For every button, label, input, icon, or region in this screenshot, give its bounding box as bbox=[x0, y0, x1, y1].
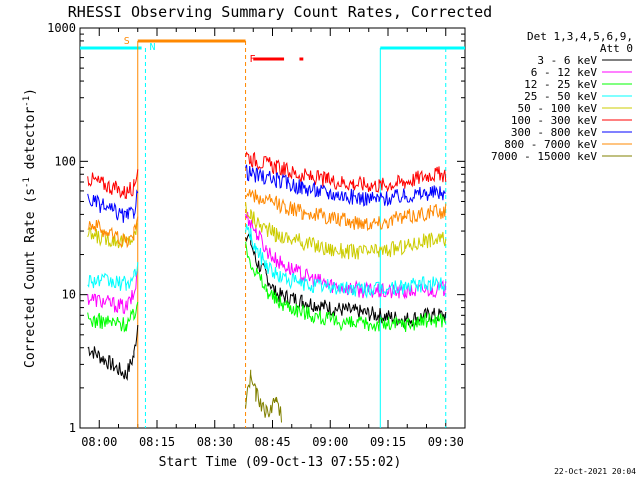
series-line bbox=[87, 189, 447, 249]
legend-header-line-2: Att 0 bbox=[600, 42, 633, 55]
series-line bbox=[87, 151, 447, 200]
x-axis: 08:00 08:15 08:30 08:45 09:00 09:15 09:30 bbox=[79, 28, 466, 449]
legend-label: 3 - 6 keV bbox=[537, 54, 597, 67]
x-tick-label: 09:15 bbox=[370, 435, 406, 449]
series-line bbox=[87, 241, 447, 333]
annotations: S N F bbox=[80, 36, 465, 428]
series-group bbox=[87, 151, 447, 423]
legend-label: 300 - 800 keV bbox=[511, 126, 597, 139]
x-axis-label: Start Time (09-Oct-13 07:55:02) bbox=[159, 455, 402, 470]
legend-label: 800 - 7000 keV bbox=[504, 138, 597, 151]
legend-label: 6 - 12 keV bbox=[531, 66, 598, 79]
flare-label: F bbox=[250, 54, 256, 65]
x-tick-label: 09:30 bbox=[428, 435, 464, 449]
series-line bbox=[245, 369, 282, 423]
y-tick-label: 100 bbox=[54, 154, 76, 168]
footer-date: 22-Oct-2021 20:04 bbox=[554, 467, 636, 476]
y-tick-label: 10 bbox=[62, 288, 76, 302]
x-tick-label: 08:45 bbox=[254, 435, 290, 449]
legend-header-line-1: Det 1,3,4,5,6,9, bbox=[527, 30, 633, 43]
series-line bbox=[87, 233, 447, 382]
y-tick-label: 1 bbox=[69, 421, 76, 435]
chart-title: RHESSI Observing Summary Count Rates, Co… bbox=[68, 3, 492, 21]
series-line bbox=[87, 202, 447, 260]
y-axis-label: Corrected Count Rate (s-1 detector-1) bbox=[22, 88, 38, 368]
y-tick-label: 1000 bbox=[47, 21, 76, 35]
y-axis: 1 10 100 1000 bbox=[47, 21, 465, 435]
legend-label: 100 - 300 keV bbox=[511, 114, 597, 127]
x-tick-label: 08:15 bbox=[139, 435, 175, 449]
x-tick-label: 08:00 bbox=[81, 435, 117, 449]
night-label: N bbox=[149, 42, 155, 53]
legend-label: 12 - 25 keV bbox=[524, 78, 597, 91]
x-tick-label: 08:30 bbox=[197, 435, 233, 449]
series-line bbox=[87, 164, 447, 223]
legend-label: 25 - 50 keV bbox=[524, 90, 597, 103]
legend-label: 7000 - 15000 keV bbox=[491, 150, 597, 163]
legend-label: 50 - 100 keV bbox=[518, 102, 598, 115]
saa-label: S bbox=[124, 36, 130, 47]
x-tick-label: 09:00 bbox=[312, 435, 348, 449]
series-line bbox=[87, 224, 447, 299]
